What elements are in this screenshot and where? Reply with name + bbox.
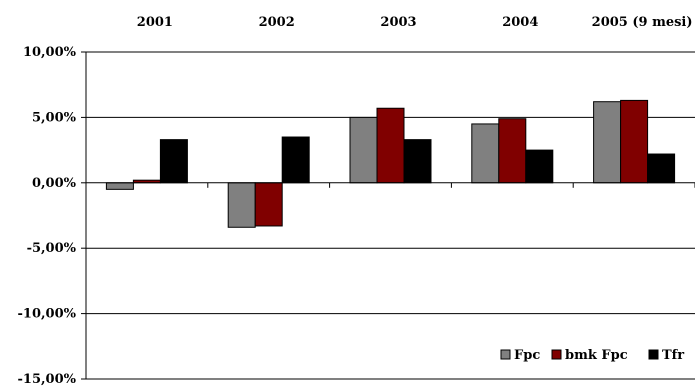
bar-fpc [471, 123, 500, 184]
bar-fpc [593, 101, 622, 184]
legend-label: bmk Fpc [565, 348, 628, 363]
legend-label: Fpc [514, 348, 540, 363]
category-label: 2003 [380, 15, 416, 30]
category-label: 2001 [137, 15, 173, 30]
legend-label: Tfr [662, 348, 684, 363]
y-tick-label: -10,00% [18, 307, 77, 322]
category-labels: 2001 2002 2003 2004 2005 (9 mesi) [137, 15, 693, 30]
axes [81, 51, 695, 380]
bar-bmk-fpc [620, 99, 649, 184]
y-tick-label: -15,00% [18, 372, 77, 387]
y-tick-labels: 10,00% 5,00% 0,00% -5,00% -10,00% -15,00% [18, 45, 77, 387]
y-tick-label: 10,00% [23, 45, 77, 60]
gridlines [86, 51, 695, 380]
y-tick-label: 0,00% [32, 176, 77, 191]
y-tick-label: -5,00% [27, 241, 77, 256]
bar-tfr [403, 139, 432, 184]
bar-tfr [281, 136, 310, 184]
legend-swatch [648, 349, 659, 360]
legend-swatch [551, 349, 562, 360]
category-label: 2004 [502, 15, 538, 30]
bars [105, 99, 676, 228]
category-label: 2002 [259, 15, 295, 30]
bar-fpc [227, 182, 256, 228]
bar-tfr [525, 149, 554, 184]
bar-tfr [159, 139, 188, 184]
category-label: 2005 (9 mesi) [592, 15, 693, 30]
y-tick-label: 5,00% [32, 110, 77, 125]
bar-fpc [349, 116, 378, 184]
bar-bmk-fpc [376, 107, 405, 184]
bar-fpc [105, 182, 134, 190]
bar-bmk-fpc [498, 118, 527, 184]
legend-swatch [500, 349, 511, 360]
bar-bmk-fpc [254, 182, 283, 227]
legend: Fpc bmk Fpc Tfr [500, 348, 684, 363]
bar-tfr [647, 153, 676, 184]
